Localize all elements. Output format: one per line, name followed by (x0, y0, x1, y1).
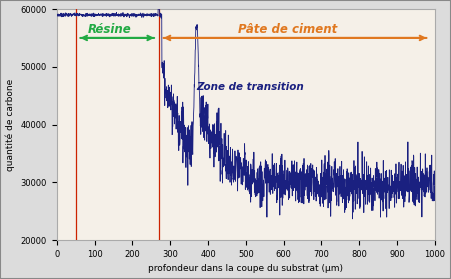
Y-axis label: quantité de carbone: quantité de carbone (5, 78, 15, 171)
Text: Résine: Résine (88, 23, 132, 36)
X-axis label: profondeur dans la coupe du substrat (µm): profondeur dans la coupe du substrat (µm… (148, 264, 343, 273)
Text: Zone de transition: Zone de transition (197, 82, 304, 92)
Text: Pâte de ciment: Pâte de ciment (238, 23, 337, 36)
